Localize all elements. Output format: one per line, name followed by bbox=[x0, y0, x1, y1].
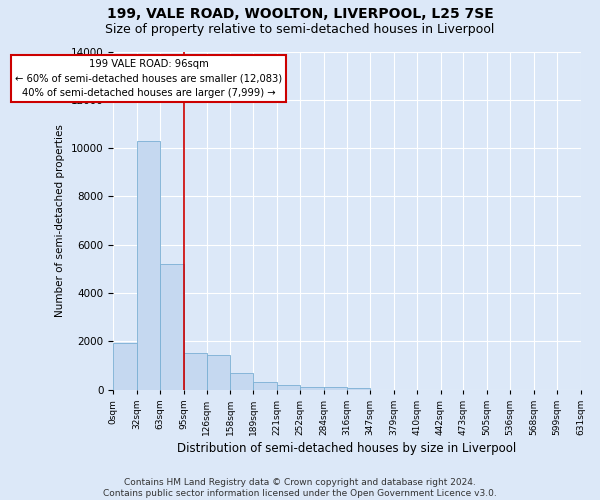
Text: Contains HM Land Registry data © Crown copyright and database right 2024.
Contai: Contains HM Land Registry data © Crown c… bbox=[103, 478, 497, 498]
Text: 199 VALE ROAD: 96sqm
← 60% of semi-detached houses are smaller (12,083)
40% of s: 199 VALE ROAD: 96sqm ← 60% of semi-detac… bbox=[15, 58, 283, 98]
Bar bbox=[137, 141, 160, 390]
Y-axis label: Number of semi-detached properties: Number of semi-detached properties bbox=[55, 124, 65, 317]
Bar bbox=[347, 388, 370, 390]
Bar bbox=[113, 342, 137, 390]
Text: 199, VALE ROAD, WOOLTON, LIVERPOOL, L25 7SE: 199, VALE ROAD, WOOLTON, LIVERPOOL, L25 … bbox=[107, 8, 493, 22]
Bar bbox=[253, 382, 277, 390]
Bar bbox=[300, 386, 323, 390]
Bar bbox=[230, 372, 253, 390]
X-axis label: Distribution of semi-detached houses by size in Liverpool: Distribution of semi-detached houses by … bbox=[177, 442, 517, 455]
Text: Size of property relative to semi-detached houses in Liverpool: Size of property relative to semi-detach… bbox=[106, 22, 494, 36]
Bar bbox=[160, 264, 184, 390]
Bar bbox=[323, 387, 347, 390]
Bar bbox=[277, 386, 300, 390]
Bar bbox=[206, 354, 230, 390]
Bar bbox=[184, 354, 206, 390]
